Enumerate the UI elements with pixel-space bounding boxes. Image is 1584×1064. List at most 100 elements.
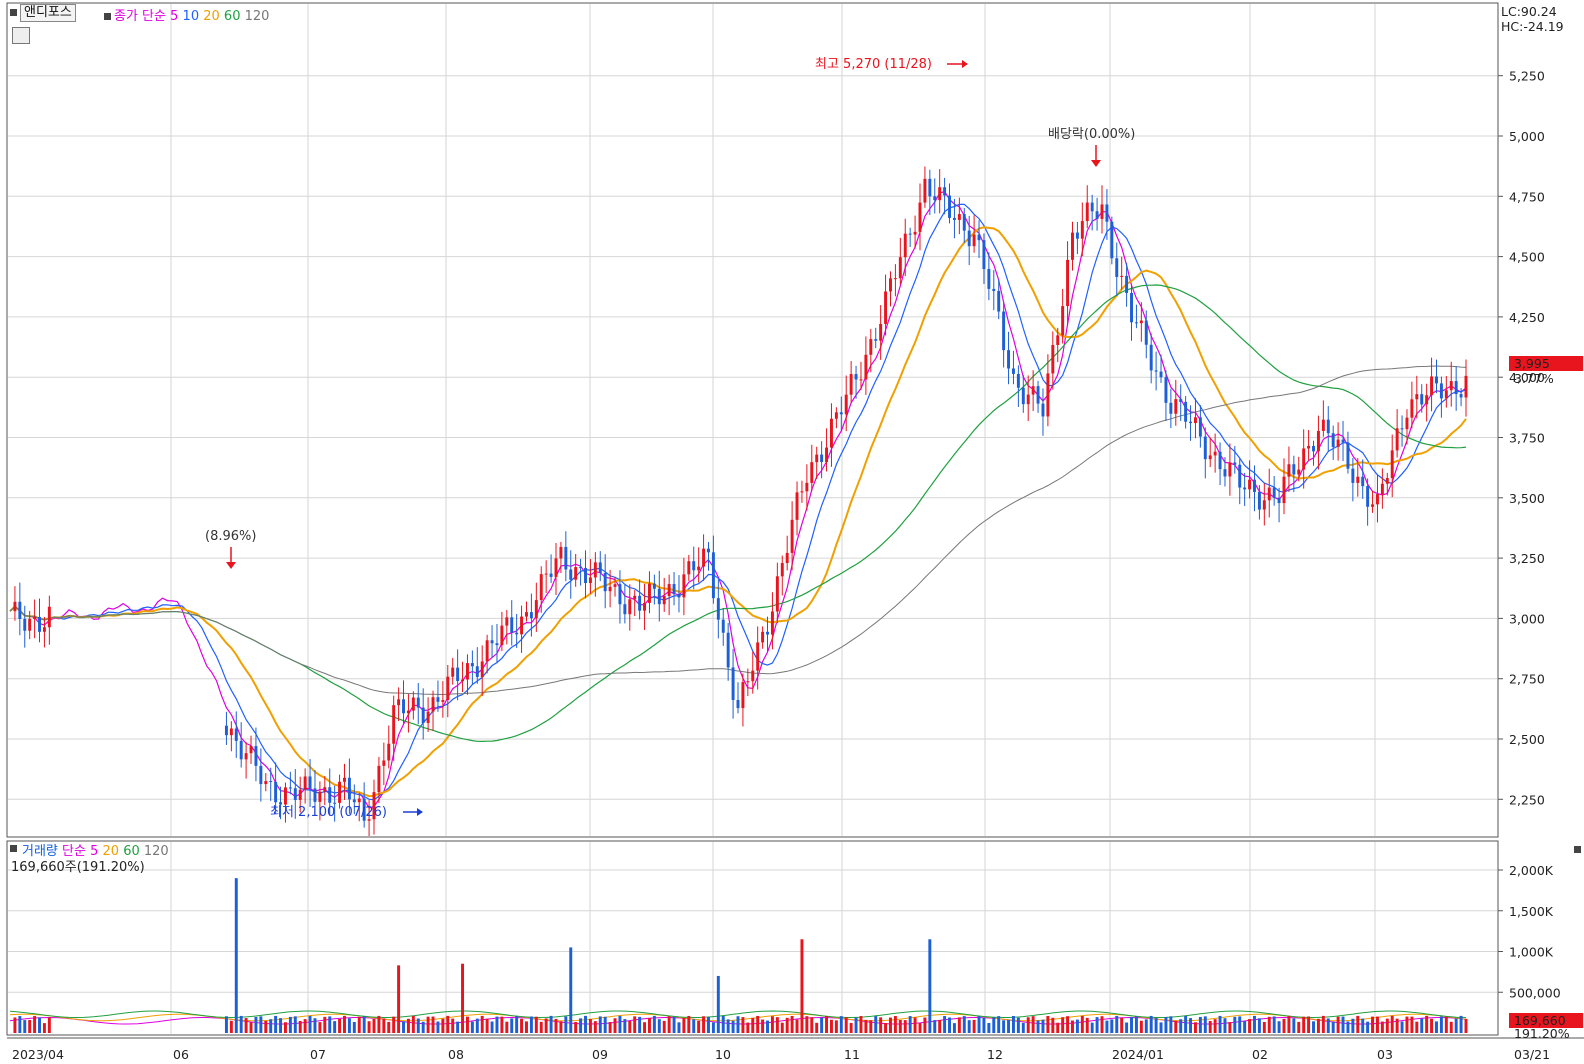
volume-bar: [1312, 1021, 1315, 1033]
volume-bar: [1011, 1016, 1015, 1033]
volume-bar: [726, 1019, 730, 1033]
volume-bar: [357, 1016, 361, 1033]
candle-body: [682, 574, 686, 598]
volume-bar: [746, 1022, 750, 1033]
candle-body: [874, 339, 878, 341]
volume-bar: [913, 1017, 917, 1033]
candle-body: [977, 234, 981, 241]
volume-bar: [1110, 1019, 1114, 1033]
volume-bar: [898, 1019, 902, 1033]
volume-panel-menu-icon[interactable]: [10, 845, 17, 852]
volume-bar: [677, 1022, 681, 1033]
candle-body: [475, 666, 479, 677]
candle-body: [426, 711, 430, 723]
volume-bar: [770, 1016, 774, 1033]
candle-body: [1420, 394, 1424, 405]
candle-body: [1115, 258, 1119, 277]
candle-body: [347, 777, 351, 800]
volume-bar: [1149, 1015, 1153, 1033]
volume-bar: [1184, 1015, 1188, 1033]
candle-body: [288, 787, 292, 789]
volume-bar: [933, 1020, 937, 1033]
candle-body: [1066, 259, 1070, 307]
candle-body: [1051, 344, 1055, 374]
volume-bar: [1061, 1017, 1065, 1033]
volume-bar: [943, 1016, 947, 1033]
candle-body: [1046, 373, 1050, 417]
candle-body: [1316, 430, 1320, 452]
date-tick-label: 12: [987, 1047, 1003, 1062]
volume-bar: [884, 1023, 888, 1033]
volume-bar: [426, 1016, 430, 1033]
ma60-line: [9, 284, 1467, 743]
candle-body: [1208, 455, 1212, 460]
candle-body: [603, 572, 607, 592]
volume-bar: [42, 1023, 46, 1033]
candle-body: [898, 257, 902, 279]
candle-body: [741, 682, 745, 709]
candle-body: [298, 789, 302, 800]
candle-body: [593, 562, 597, 578]
candle-body: [716, 598, 720, 620]
volume-bar: [1085, 1017, 1089, 1033]
volume-bar: [1002, 1020, 1006, 1033]
volume-bar: [1257, 1018, 1261, 1033]
candle-body: [485, 640, 489, 662]
volume-bar: [1203, 1016, 1207, 1033]
candle-body: [982, 240, 986, 270]
volume-bar: [1287, 1015, 1291, 1033]
volume-bar: [1075, 1019, 1079, 1033]
candle-body: [1297, 469, 1301, 475]
volume-bar: [328, 1016, 332, 1033]
candle-body: [28, 618, 32, 631]
candle-body: [1439, 383, 1443, 399]
volume-bar: [239, 1015, 243, 1033]
candle-body: [1425, 395, 1429, 405]
candle-body: [352, 799, 356, 803]
volume-bar: [1302, 1016, 1306, 1033]
candle-body: [544, 573, 548, 575]
candle-body: [697, 566, 701, 571]
volume-bar: [1125, 1022, 1129, 1033]
volume-bar: [731, 1020, 735, 1033]
candle-body: [584, 567, 587, 584]
price-tick-label: 3,750: [1509, 431, 1545, 446]
volume-bars: [13, 878, 1468, 1033]
candle-body: [333, 802, 337, 804]
volume-panel-close-icon[interactable]: [1574, 846, 1581, 853]
candle-body: [1415, 394, 1419, 400]
rights-arrowhead: [226, 562, 236, 569]
volume-bar: [1233, 1016, 1237, 1033]
candle-body: [1312, 445, 1315, 452]
volume-bar: [1307, 1016, 1311, 1033]
candle-body: [1380, 483, 1384, 495]
volume-bar: [780, 1022, 784, 1033]
volume-bar: [751, 1017, 755, 1033]
volume-bar: [529, 1016, 533, 1033]
candle-body: [1139, 320, 1143, 324]
candle-body: [721, 619, 725, 633]
volume-bar: [13, 1017, 17, 1033]
table-icon[interactable]: [12, 27, 30, 44]
candle-body: [510, 617, 514, 633]
candle-body: [1400, 428, 1404, 430]
candle-body: [1071, 232, 1074, 260]
panel-menu-icon[interactable]: [10, 9, 17, 16]
volume-bar: [1041, 1019, 1045, 1033]
vol-legend-volume: 거래량: [22, 844, 58, 859]
candle-body: [549, 573, 553, 577]
stock-name-button[interactable]: 앤디포스: [20, 4, 76, 22]
candle-body: [1459, 394, 1463, 398]
volume-legend: 거래량 단순 5 20 60 120: [22, 840, 169, 859]
candle-body: [569, 569, 573, 580]
volume-bar: [1292, 1018, 1296, 1033]
candle-body: [1346, 442, 1350, 469]
volume-bar: [588, 1018, 592, 1033]
candle-body: [1262, 500, 1266, 510]
candle-body: [1410, 399, 1414, 418]
volume-bar: [869, 1020, 873, 1033]
volume-bar: [790, 1015, 794, 1033]
candle-body: [1430, 376, 1434, 396]
candle-body: [1130, 292, 1133, 323]
